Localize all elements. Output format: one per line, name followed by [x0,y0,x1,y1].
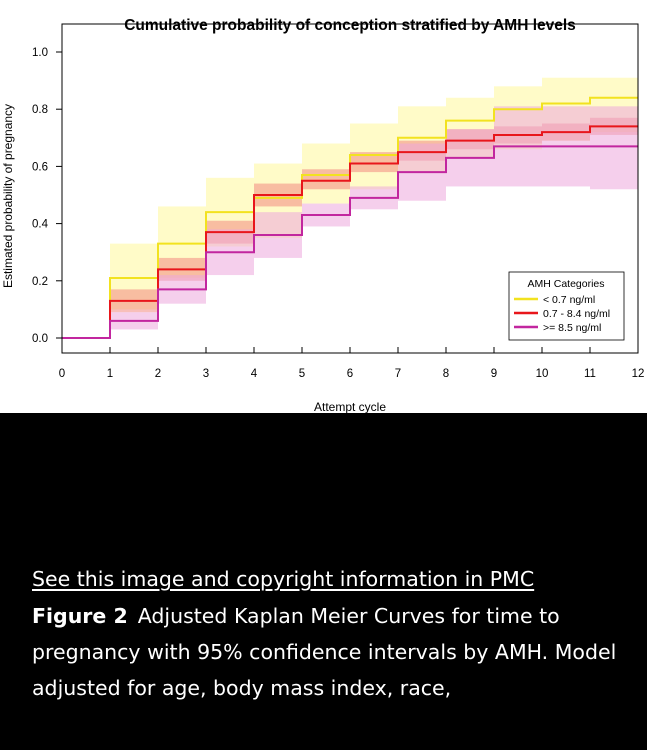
axes: 0.00.20.40.60.81.00 1 2 3 4 5 6 7 8 9 10 11 12 [32,47,644,380]
figure-caption: See this image and copyright information… [0,560,647,750]
y-tick-label: 0.8 [32,104,48,116]
figure-image: 0.0 0.2 0.4 0.6 0.8 1.0 0 1 2 3 4 5 6 7 8 9 10 11 12 Cumul… [0,0,647,413]
x-tick-label: 0 [59,368,65,380]
caption-body: Figure 2 Adjusted Kaplan Meier Curves for… [32,598,622,706]
y-tick-label: 0.0 [32,333,48,345]
legend-label-low: < 0.7 ng/ml [543,294,595,306]
x-axis-label: Attempt cycle [314,400,386,413]
y-tick-label: 0.4 [32,219,49,231]
km-curve-mid [62,125,638,339]
figure-label: Figure 2 [32,604,128,628]
x-tick-label: 11 [584,368,596,380]
y-tick-label: 0.2 [32,276,48,288]
chart-title: Cumulative probability of conception str… [124,17,576,34]
x-tick-label: 3 [203,368,209,380]
caption-description: Adjusted Kaplan Meier Curves for time to… [32,604,617,700]
x-tick-label: 12 [632,368,645,380]
x-tick-label: 9 [491,368,497,380]
x-tick-label: 6 [347,368,353,380]
x-tick-label: 4 [251,368,258,380]
x-tick-label: 1 [107,368,113,380]
legend: AMH Categories < 0.7 ng/ml 0.7 - 8.4 ng/… [508,271,625,341]
km-chart: 0.00.20.40.60.81.00 1 2 3 4 5 6 7 8 9 10 11 12 Cumul… [1,17,644,413]
km-curve-high [62,145,638,339]
x-tick-label: 8 [443,368,449,380]
pmc-copyright-link[interactable]: See this image and copyright information… [32,567,535,591]
x-tick-label: 2 [155,368,161,380]
legend-box [508,271,625,341]
ci-band-mid [302,169,350,190]
confidence-bands [110,77,638,330]
legend-label-mid: 0.7 - 8.4 ng/ml [543,308,610,320]
y-tick-label: 0.6 [32,161,48,173]
y-axis-label: Estimated probability of pregnancy [1,104,15,288]
x-tick-label: 5 [299,368,305,380]
x-tick-label: 7 [395,368,401,380]
legend-title: AMH Categories [527,278,604,290]
ci-band-high [590,106,638,190]
y-tick-label: 1.0 [32,47,48,59]
survival-curves [62,96,638,339]
ci-band-mid [350,152,398,173]
legend-label-high: >= 8.5 ng/ml [543,322,601,334]
x-tick-label: 10 [536,368,549,380]
